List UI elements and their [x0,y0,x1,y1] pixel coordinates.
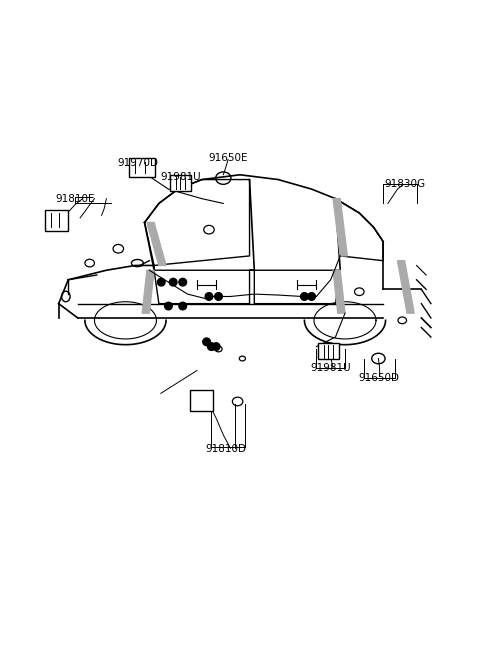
Circle shape [212,343,220,350]
Text: 91650D: 91650D [358,373,399,383]
Text: 91650E: 91650E [208,153,248,163]
Text: 91810E: 91810E [56,194,95,204]
Circle shape [308,293,315,300]
Circle shape [203,338,210,346]
Text: 91830G: 91830G [384,179,425,189]
FancyBboxPatch shape [318,343,339,360]
Circle shape [205,293,213,300]
Circle shape [179,302,187,310]
Circle shape [300,293,308,300]
FancyBboxPatch shape [129,158,155,177]
Text: 91810D: 91810D [205,444,246,454]
FancyBboxPatch shape [170,175,191,191]
Circle shape [207,343,215,350]
Text: 91981U: 91981U [311,363,351,373]
Text: 91970D: 91970D [117,158,158,168]
Circle shape [179,278,187,286]
Circle shape [215,293,222,300]
Circle shape [165,302,172,310]
Circle shape [169,278,177,286]
Polygon shape [142,271,154,313]
Text: 91981U: 91981U [160,172,201,182]
Circle shape [157,278,165,286]
Polygon shape [333,271,345,313]
Polygon shape [147,223,166,265]
Polygon shape [397,261,414,313]
FancyBboxPatch shape [45,210,68,231]
Polygon shape [333,198,348,256]
FancyBboxPatch shape [191,390,213,411]
